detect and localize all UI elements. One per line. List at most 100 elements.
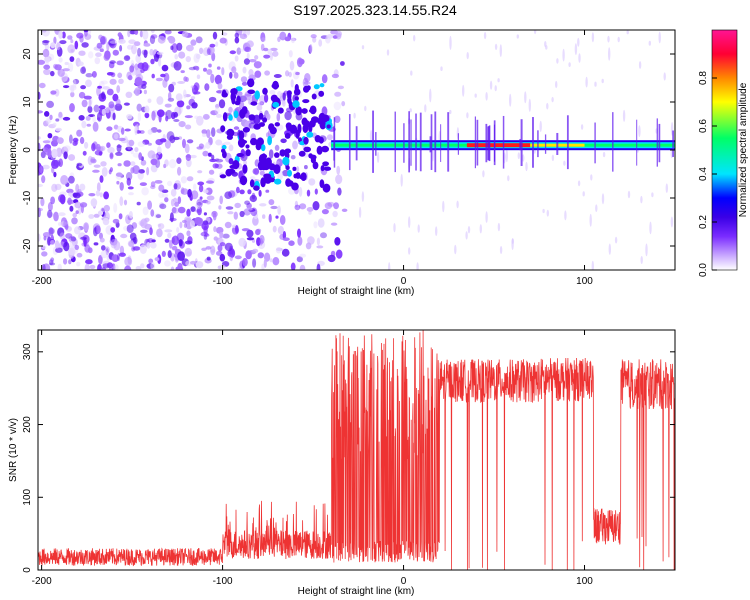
spectrogram-cluster-blob [285, 122, 292, 130]
spectrogram-noise-blob [55, 240, 60, 249]
spectrogram-noise-blob [196, 206, 202, 216]
spectrogram-noise-blob [184, 240, 193, 245]
spectrogram-noise-blob [164, 30, 172, 35]
spectrogram-noise-blob [113, 240, 121, 251]
spectrogram-noise-blob [196, 201, 202, 206]
spectrogram-noise-blob [164, 140, 171, 149]
spectrogram-noise-blob [211, 52, 216, 62]
spectrogram-cluster-blob [326, 124, 331, 129]
spectrogram-noise-blob [326, 34, 334, 39]
spectrogram-noise-blob [115, 171, 124, 180]
spectrogram-noise-blob [116, 85, 121, 94]
spectrogram-faint-blob [594, 81, 597, 87]
spectrogram-noise-blob [137, 141, 146, 148]
spectrogram-noise-blob [100, 161, 107, 167]
spectrogram-noise-blob [139, 30, 143, 38]
spectrogram-noise-blob [227, 211, 234, 215]
spectrogram-noise-blob [231, 66, 237, 74]
spectrogram-faint-blob [556, 58, 559, 64]
spectrogram-noise-blob [123, 199, 128, 206]
spectrogram-noise-blob [155, 214, 161, 219]
spectrogram-noise-blob [83, 237, 87, 247]
spectrogram-faint-blob [393, 223, 396, 233]
spectrogram-noise-blob [178, 239, 183, 247]
spectrogram-faint-blob [524, 91, 527, 104]
spectrogram-noise-blob [98, 254, 103, 265]
spectrogram-noise-blob [53, 171, 57, 178]
spectrogram-faint-blob [585, 76, 588, 88]
spectrogram-noise-blob [38, 142, 41, 152]
spectrogram-noise-blob [82, 150, 87, 156]
spectrogram-cluster-blob [318, 136, 324, 144]
spectrogram-noise-blob [296, 166, 300, 173]
spectrogram-noise-blob [112, 112, 116, 121]
spectrogram-noise-blob [305, 242, 312, 250]
spectrogram-noise-blob [217, 244, 223, 252]
spectrogram-cluster-blob [303, 136, 309, 145]
spectrogram-noise-blob [102, 86, 110, 90]
spectrogram-noise-blob [194, 217, 203, 225]
snr-panel: -200 -100 0 100 0 100 200 300 Height of straigh… [8, 329, 676, 597]
spectrogram-noise-blob [70, 91, 75, 98]
spectrogram-faint-blob [562, 48, 565, 62]
spectrogram-noise-blob [71, 217, 78, 225]
spectrogram-noise-blob [184, 247, 192, 257]
spectrogram-faint-blob [595, 204, 598, 212]
spectrogram-noise-blob [257, 252, 264, 259]
spectrogram-noise-blob [141, 187, 149, 196]
spectrogram-noise-blob [190, 96, 196, 100]
spectrogram-noise-blob [224, 242, 233, 252]
spectrogram-noise-blob [320, 232, 327, 239]
spectrogram-noise-blob [74, 226, 81, 235]
spectrogram-heat [38, 30, 675, 270]
spectrogram-noise-blob [190, 206, 196, 213]
spectrogram-noise-blob [258, 102, 264, 106]
spectrogram-noise-blob [335, 174, 343, 185]
spectrogram-noise-blob [151, 153, 159, 160]
spectrogram-noise-blob [128, 211, 133, 219]
spectrogram-noise-blob [284, 111, 292, 121]
spectrogram-noise-blob [270, 205, 278, 210]
spectrogram-noise-blob [131, 44, 137, 55]
spectrogram-noise-blob [144, 105, 150, 114]
spectrogram-noise-blob [211, 154, 215, 161]
spectrogram-noise-blob [106, 142, 111, 149]
spectrogram-noise-blob [85, 259, 93, 265]
spectrogram-noise-blob [58, 222, 62, 226]
spectrogram-noise-blob [265, 113, 271, 121]
spectrogram-noise-blob [306, 189, 311, 197]
spectrogram-noise-blob [277, 36, 281, 43]
spectrogram-noise-blob [118, 252, 126, 257]
spectrogram-noise-blob [100, 250, 109, 259]
spectrogram-noise-blob [43, 120, 49, 127]
spectrogram-noise-blob [143, 89, 147, 95]
spectrogram-noise-blob [175, 93, 183, 101]
spectrogram-cluster-blob [301, 108, 308, 114]
spectrogram-noise-blob [58, 194, 66, 203]
spectrogram-noise-blob [195, 36, 203, 44]
spectrogram-noise-blob [128, 139, 135, 147]
spectrogram-cluster-blob [226, 128, 235, 137]
spectrogram-noise-blob [272, 257, 280, 266]
spectrogram-noise-blob [97, 117, 101, 121]
spectrogram-noise-blob [290, 79, 294, 88]
spectrogram-noise-blob [185, 158, 192, 168]
colorbar-tick-label: 0.4 [698, 167, 709, 181]
spectrogram-noise-blob [74, 244, 80, 250]
spectrogram-noise-blob [259, 238, 263, 246]
snr-series-line [38, 330, 675, 570]
spectrogram-noise-blob [102, 217, 110, 226]
spectrogram-noise-blob [262, 214, 266, 219]
spectrogram-noise-blob [168, 240, 173, 249]
spectrogram-noise-blob [91, 143, 96, 152]
spectrogram-noise-blob [194, 115, 199, 120]
spectrogram-noise-blob [58, 158, 63, 167]
spectrogram-noise-blob [117, 72, 123, 79]
spectrogram-noise-blob [335, 30, 342, 38]
spectrogram-noise-blob [79, 183, 86, 191]
spectrogram-noise-blob [171, 206, 177, 214]
spectrogram-noise-blob [159, 138, 167, 143]
spectrogram-faint-blob [499, 246, 503, 254]
spectrogram-noise-blob [158, 223, 165, 230]
spectrogram-noise-blob [76, 129, 83, 137]
